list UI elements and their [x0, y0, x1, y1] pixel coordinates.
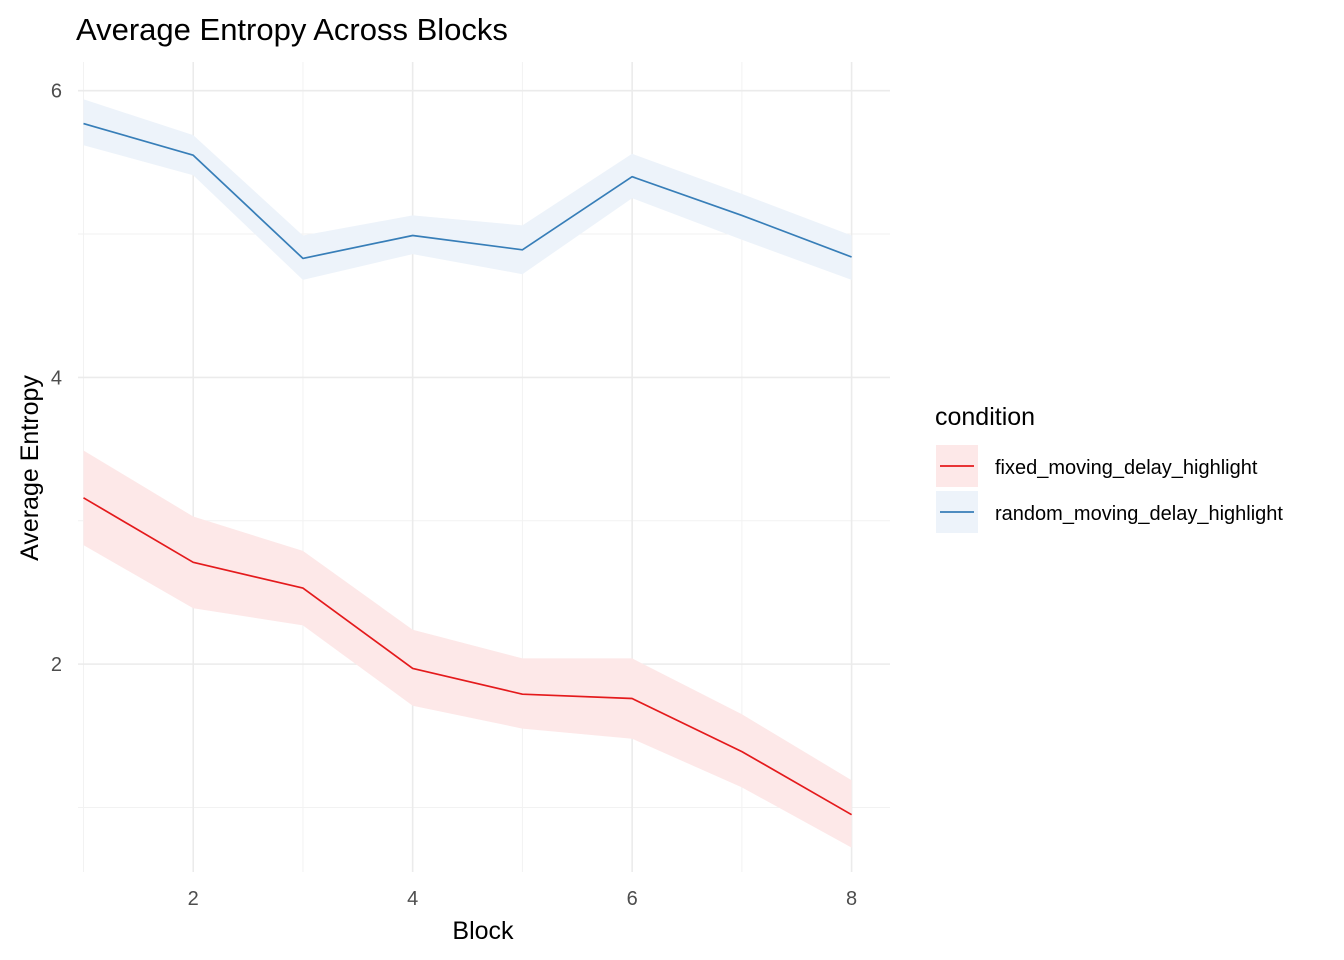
legend: condition fixed_moving_delay_highlightra…: [935, 403, 1283, 533]
confidence-ribbons: [83, 99, 852, 848]
x-tick-label: 8: [846, 888, 857, 910]
y-tick-label: 2: [51, 654, 62, 676]
y-axis-title: Average Entropy: [16, 375, 44, 561]
y-tick-label: 4: [51, 367, 62, 389]
ribbon-random_moving_delay_highlight: [83, 99, 852, 280]
legend-label: random_moving_delay_highlight: [995, 503, 1283, 525]
y-tick-label: 6: [51, 81, 62, 103]
x-tick-label: 2: [188, 888, 199, 910]
x-axis-title: Block: [452, 917, 514, 945]
line-random_moving_delay_highlight: [83, 122, 852, 260]
x-tick-label: 6: [627, 888, 638, 910]
grid: [78, 62, 890, 872]
chart-title: Average Entropy Across Blocks: [76, 12, 508, 47]
line-fixed_moving_delay_highlight: [83, 497, 853, 816]
x-tick-label: 4: [407, 888, 418, 910]
series-lines: [83, 122, 853, 816]
legend-label: fixed_moving_delay_highlight: [995, 457, 1258, 479]
tick-labels: 2 4 6 8 2 4 6: [51, 81, 857, 910]
ribbon-fixed_moving_delay_highlight: [83, 450, 852, 848]
legend-title: condition: [935, 403, 1035, 431]
